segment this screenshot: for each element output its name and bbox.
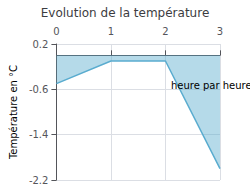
svg-text:Température en °C: Température en °C bbox=[8, 65, 19, 160]
svg-text:-1.4: -1.4 bbox=[29, 129, 49, 140]
svg-text:1: 1 bbox=[108, 26, 114, 37]
svg-text:-2.2: -2.2 bbox=[29, 175, 49, 186]
svg-text:0.2: 0.2 bbox=[33, 39, 49, 50]
svg-text:heure par heure: heure par heure bbox=[171, 80, 250, 91]
svg-text:Evolution de la température: Evolution de la température bbox=[41, 6, 210, 20]
svg-text:0: 0 bbox=[53, 26, 59, 37]
svg-text:2: 2 bbox=[162, 26, 168, 37]
svg-text:-0.6: -0.6 bbox=[29, 84, 49, 95]
svg-text:3: 3 bbox=[217, 26, 223, 37]
